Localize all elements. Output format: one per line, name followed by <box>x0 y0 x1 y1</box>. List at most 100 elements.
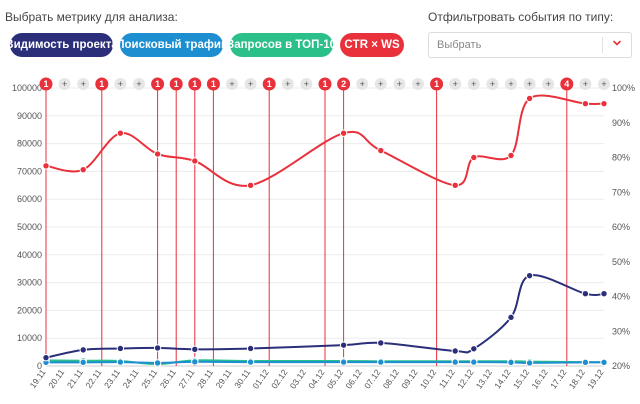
add-event-marker[interactable] <box>300 78 313 90</box>
series-point-0[interactable] <box>42 162 50 170</box>
series-point-0[interactable] <box>470 153 478 162</box>
event-count-label: 1 <box>155 79 160 89</box>
x-tick-label: 01.12 <box>250 367 271 390</box>
series-point-0[interactable] <box>246 181 255 190</box>
add-event-marker[interactable] <box>58 78 71 90</box>
event-type-select[interactable]: Выбрать <box>428 32 632 58</box>
add-event-label: + <box>62 79 67 89</box>
series-point-0[interactable] <box>451 181 459 190</box>
series-point-2[interactable] <box>339 358 348 366</box>
series-point-1[interactable] <box>191 345 199 354</box>
series-point-2[interactable] <box>451 358 459 366</box>
x-tick-label: 09.12 <box>399 367 420 390</box>
series-point-2[interactable] <box>600 358 608 367</box>
add-event-marker[interactable] <box>281 78 294 90</box>
series-point-0[interactable] <box>507 151 515 160</box>
y-left-tick-label: 0 <box>37 361 42 371</box>
event-marker[interactable] <box>151 77 165 91</box>
y-right-tick-label: 60% <box>612 222 630 232</box>
add-event-marker[interactable] <box>133 78 145 90</box>
series-point-2[interactable] <box>525 359 534 367</box>
series-point-1[interactable] <box>339 341 348 349</box>
series-point-2[interactable] <box>581 358 590 367</box>
series-line-1 <box>45 274 605 359</box>
add-event-marker[interactable] <box>579 78 592 90</box>
series-point-0[interactable] <box>116 129 125 137</box>
x-tick-label: 05.12 <box>325 367 346 390</box>
event-marker[interactable] <box>95 77 109 91</box>
series-point-1[interactable] <box>377 339 385 347</box>
series-point-2[interactable] <box>246 358 255 366</box>
add-event-marker[interactable] <box>467 78 480 90</box>
series-point-0[interactable] <box>191 157 199 165</box>
series-point-1[interactable] <box>153 344 162 352</box>
series-point-2[interactable] <box>79 358 87 367</box>
series-point-2[interactable] <box>507 358 515 367</box>
series-point-2[interactable] <box>470 358 478 366</box>
series-point-1[interactable] <box>451 347 459 355</box>
y-left-tick-label: 80000 <box>17 139 42 149</box>
series-point-0[interactable] <box>525 94 534 103</box>
x-tick-label: 16.12 <box>529 367 550 390</box>
series-point-0[interactable] <box>581 99 590 108</box>
x-tick-label: 07.12 <box>362 367 383 390</box>
series-point-0[interactable] <box>79 165 87 174</box>
series-point-0[interactable] <box>600 99 608 108</box>
event-marker[interactable] <box>337 77 351 91</box>
event-marker[interactable] <box>262 77 276 91</box>
metric-top10-queries-button[interactable]: Запросов в ТОП-10 <box>227 33 336 57</box>
series-point-2[interactable] <box>116 358 125 366</box>
add-event-marker[interactable] <box>244 78 257 90</box>
add-event-marker[interactable] <box>77 78 90 90</box>
add-event-marker[interactable] <box>356 78 369 90</box>
add-event-marker[interactable] <box>412 78 424 90</box>
add-event-marker[interactable] <box>598 78 610 90</box>
series-point-1[interactable] <box>507 313 515 322</box>
add-event-marker[interactable] <box>542 78 555 90</box>
series-point-1[interactable] <box>42 353 50 362</box>
series-point-1[interactable] <box>246 344 255 353</box>
add-event-marker[interactable] <box>226 78 238 90</box>
series-point-1[interactable] <box>525 271 534 280</box>
event-count-label: 1 <box>192 79 197 89</box>
add-event-label: + <box>229 79 234 89</box>
add-event-label: + <box>81 79 86 89</box>
series-point-2[interactable] <box>191 358 199 366</box>
series-point-1[interactable] <box>600 290 608 298</box>
series-point-0[interactable] <box>153 150 162 158</box>
x-tick-label: 10.12 <box>418 367 439 390</box>
add-event-marker[interactable] <box>486 78 499 90</box>
metric-ctr-ws-button[interactable]: CTR × WS <box>340 33 404 57</box>
add-event-marker[interactable] <box>449 78 462 90</box>
metric-search-traffic-button[interactable]: Поисковый трафик <box>116 33 227 57</box>
add-event-marker[interactable] <box>505 78 517 90</box>
x-tick-label: 20.11 <box>46 367 66 390</box>
event-marker[interactable] <box>169 77 183 91</box>
x-tick-label: 04.12 <box>306 367 327 390</box>
event-marker[interactable] <box>206 77 220 91</box>
add-event-marker[interactable] <box>523 78 536 90</box>
series-point-1[interactable] <box>116 344 125 353</box>
event-marker[interactable] <box>39 77 53 91</box>
series-point-0[interactable] <box>339 129 348 137</box>
series-point-1[interactable] <box>470 345 478 353</box>
series-point-2[interactable] <box>377 358 385 366</box>
x-tick-label: 13.12 <box>474 367 495 390</box>
event-count-label: 1 <box>43 79 48 89</box>
series-point-0[interactable] <box>377 146 385 155</box>
add-event-label: + <box>583 79 588 89</box>
y-left-tick-label: 90000 <box>17 111 42 121</box>
event-marker[interactable] <box>430 77 444 91</box>
event-marker[interactable] <box>318 77 332 91</box>
metric-visibility-button[interactable]: Видимость проекта <box>5 33 118 57</box>
series-point-1[interactable] <box>79 346 87 354</box>
add-event-marker[interactable] <box>114 78 127 90</box>
add-event-marker[interactable] <box>393 78 406 90</box>
x-tick-label: 24.11 <box>121 367 141 390</box>
add-event-marker[interactable] <box>374 78 387 90</box>
event-marker[interactable] <box>188 77 202 91</box>
add-event-label: + <box>285 79 290 89</box>
series-point-2[interactable] <box>153 359 162 367</box>
series-point-1[interactable] <box>581 290 590 298</box>
event-marker[interactable] <box>560 77 574 91</box>
